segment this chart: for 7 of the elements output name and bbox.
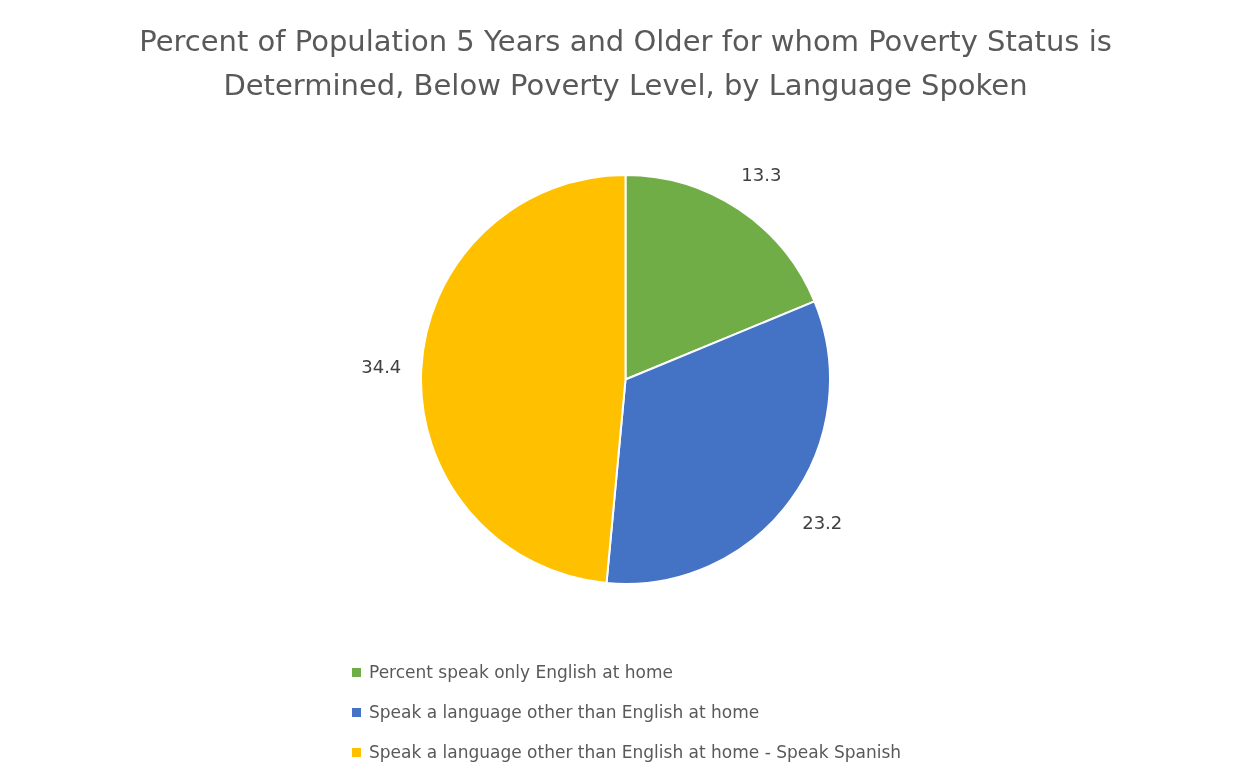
data-label: 23.2: [802, 512, 843, 534]
legend-label: Speak a language other than English at home - Speak Spanish: [369, 742, 902, 762]
chart-title: Percent of Population 5 Years and Older for whom Poverty Status is Determined, Below Poverty Level, by Language Spoken: [139, 24, 1112, 102]
data-label: 34.4: [361, 355, 402, 377]
legend-label: Speak a language other than English at home: [369, 702, 760, 722]
legend-label: Percent speak only English at home: [369, 662, 673, 682]
data-label: 13.3: [741, 163, 782, 185]
